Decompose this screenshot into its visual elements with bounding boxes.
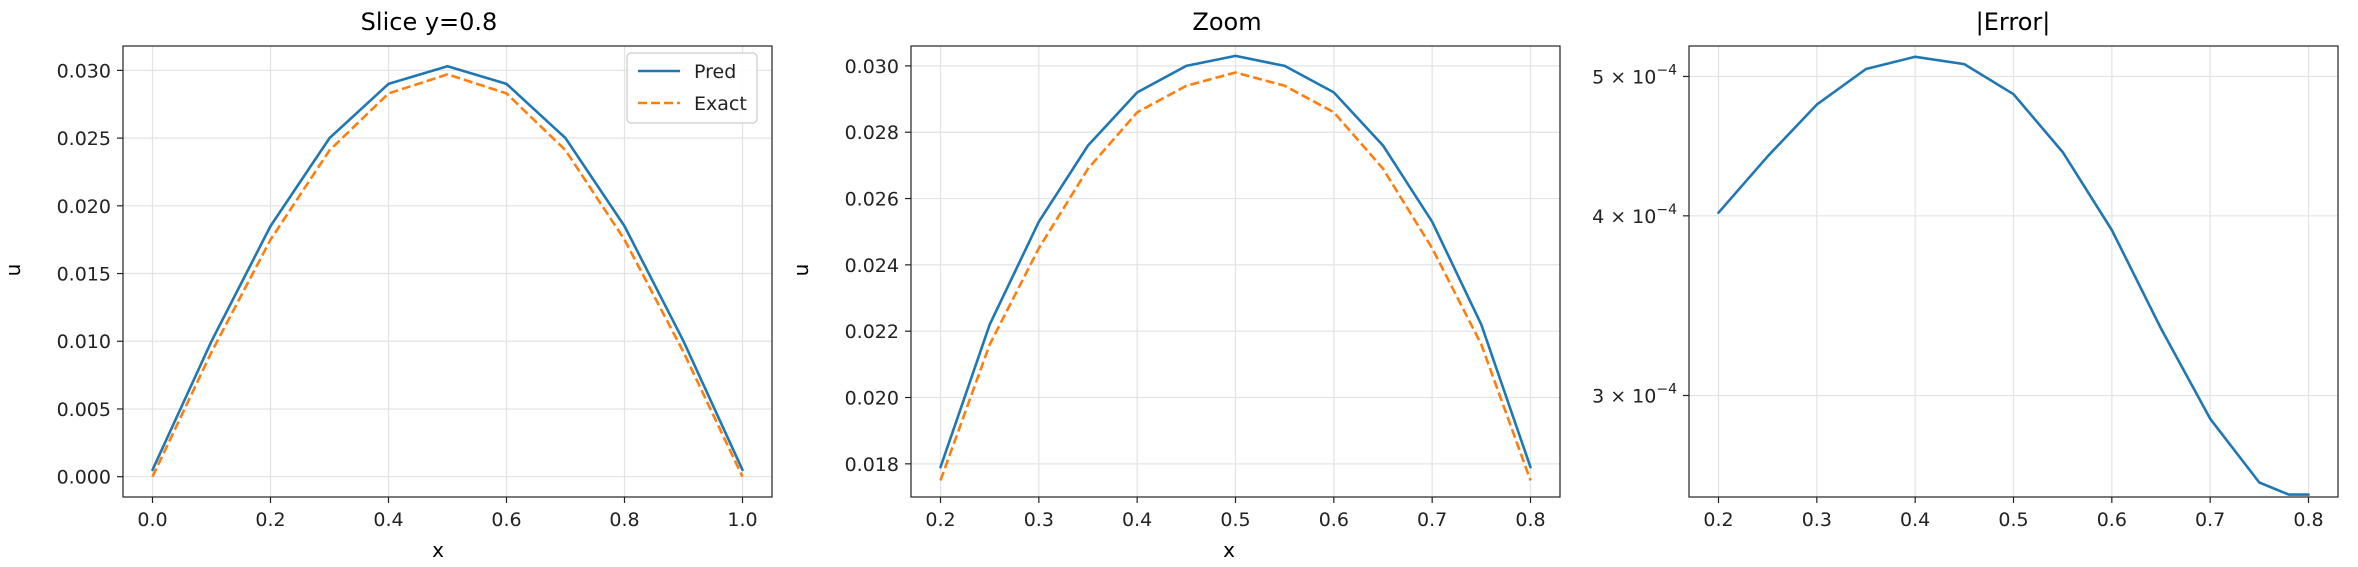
y-tick-label: 0.030 (845, 56, 899, 78)
x-axis-label: x (432, 538, 444, 562)
y-tick-label: 0.028 (845, 122, 899, 144)
x-tick-label: 0.2 (255, 509, 285, 531)
plot-area: 0.2 0.3 0.4 0.5 0.6 0.7 0.8 0.018 0.020 0.022 0.02… (845, 45, 1561, 531)
y-tick-label: 0.020 (845, 388, 899, 410)
x-tick-label: 0.4 (1122, 509, 1152, 531)
x-tick-label: 0.4 (373, 509, 403, 531)
axes-frame (122, 45, 773, 498)
x-tick-label: 0.6 (491, 509, 521, 531)
y-tick-label: 0.018 (845, 454, 899, 476)
x-tick-label: 0.8 (2293, 509, 2323, 531)
series-line (1717, 55, 2310, 496)
x-axis-label: x (1223, 538, 1235, 562)
x-tick-label: 0.7 (1417, 509, 1447, 531)
legend-label-exact: Exact (694, 93, 747, 115)
y-tick-label: 0.015 (57, 264, 111, 286)
y-tick-label: 0.030 (57, 60, 111, 82)
y-axis-label: u (1, 264, 25, 277)
panel-title: Zoom (1192, 8, 1261, 36)
plot-area: 0.0 0.2 0.4 0.6 0.8 1.0 0.000 0.005 0.010 0.015 0.… (57, 45, 773, 531)
series-line-exact (151, 73, 744, 478)
plot-area: 0.2 0.3 0.4 0.5 0.6 0.7 0.8 3 × 10−4 4 × 10−4 5 ×… (1592, 45, 2339, 531)
x-tick-label: 0.5 (1998, 509, 2028, 531)
x-tick-label: 0.3 (1802, 509, 1832, 531)
y-tick-label: 0.005 (57, 399, 111, 421)
series-line-pred (939, 54, 1532, 469)
y-tick-label: 0.010 (57, 331, 111, 353)
x-tick-label: 1.0 (727, 509, 757, 531)
legend: Pred Exact (626, 52, 758, 124)
panel-title: Slice y=0.8 (361, 8, 498, 36)
x-tick-label: 0.6 (2097, 509, 2127, 531)
series-line-pred (151, 65, 744, 472)
panel-slice: Slice y=0.8 x u 0.0 0.2 0.4 0.6 0.8 1.00.0000… (1, 8, 773, 562)
x-tick-label: 0.8 (609, 509, 639, 531)
y-tick-label: 4 × 10−4 (1592, 202, 1677, 228)
series-line-exact (939, 71, 1532, 481)
x-tick-label: 0.7 (2195, 509, 2225, 531)
y-tick-label: 0.020 (57, 196, 111, 218)
x-tick-label: 0.8 (1515, 509, 1545, 531)
x-tick-label: 0.6 (1319, 509, 1349, 531)
panel-zoom: Zoom x u 0.2 0.3 0.4 0.5 0.6 0.7 0.8 0.018 0.020… (789, 8, 1561, 562)
x-tick-label: 0.0 (137, 509, 167, 531)
y-tick-label: 0.000 (57, 467, 111, 489)
panel-error: |Error| 0.2 0.3 0.4 0.5 0.6 0.7 0.8 3 × 10−4 4 ×… (1592, 8, 2339, 531)
y-tick-label: 0.026 (845, 189, 899, 211)
panel-title: |Error| (1976, 8, 2051, 36)
y-tick-label: 5 × 10−4 (1592, 62, 1677, 88)
y-tick-label: 0.025 (57, 128, 111, 150)
x-tick-label: 0.3 (1024, 509, 1054, 531)
y-tick-label: 3 × 10−4 (1592, 382, 1677, 408)
x-tick-label: 0.2 (1703, 509, 1733, 531)
y-axis-label: u (789, 264, 813, 277)
legend-label-pred: Pred (694, 61, 736, 83)
y-tick-label: 0.024 (845, 255, 899, 277)
x-tick-label: 0.2 (925, 509, 955, 531)
x-tick-label: 0.5 (1220, 509, 1250, 531)
y-tick-label: 0.022 (845, 321, 899, 343)
x-tick-label: 0.4 (1900, 509, 1930, 531)
